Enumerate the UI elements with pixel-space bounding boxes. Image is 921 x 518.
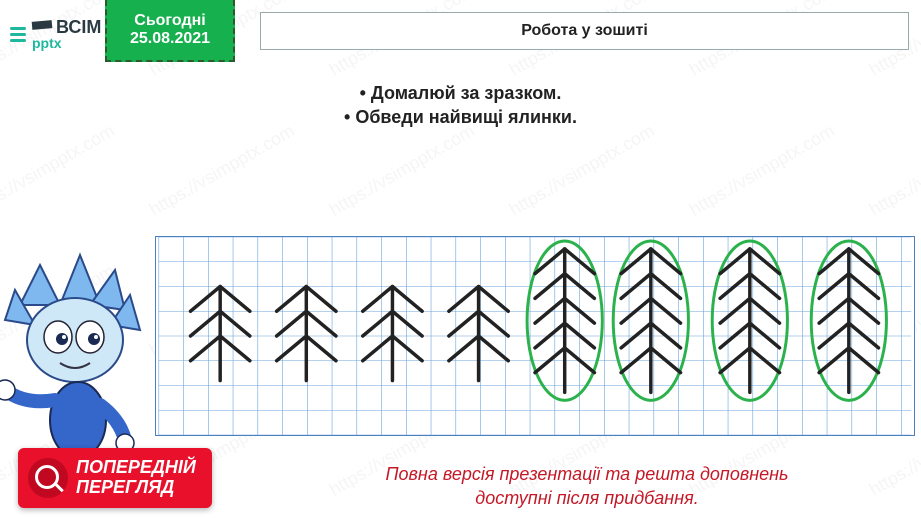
slide-title: Робота у зошиті	[260, 12, 909, 50]
title-text: Робота у зошиті	[521, 22, 648, 40]
magnifier-icon	[28, 458, 68, 498]
preview-line1: ПОПЕРЕДНІЙ	[76, 458, 196, 478]
footer-message: Повна версія презентації та решта доповн…	[265, 463, 909, 510]
footer-line1: Повна версія презентації та решта доповн…	[265, 463, 909, 486]
instruction-line1: • Домалюй за зразком.	[0, 83, 921, 104]
brand-logo: ВСІМ pptx	[10, 18, 101, 50]
date-value: 25.08.2021	[107, 30, 233, 48]
logo-top-text: ВСІМ	[56, 18, 101, 36]
instructions: • Домалюй за зразком. • Обведи найвищі я…	[0, 80, 921, 131]
preview-badge: ПОПЕРЕДНІЙ ПЕРЕГЛЯД	[18, 448, 212, 508]
date-label: Сьогодні	[107, 12, 233, 30]
preview-line2: ПЕРЕГЛЯД	[76, 478, 196, 498]
grid-svg	[156, 237, 914, 435]
footer-line2: доступні після придбання.	[265, 487, 909, 510]
date-badge: Сьогодні 25.08.2021	[105, 0, 235, 62]
instruction-line2: • Обведи найвищі ялинки.	[0, 107, 921, 128]
logo-bottom-text: pptx	[32, 36, 101, 50]
graduation-cap-icon	[32, 21, 52, 33]
exercise-grid	[155, 236, 915, 436]
logo-decoration	[10, 27, 26, 42]
